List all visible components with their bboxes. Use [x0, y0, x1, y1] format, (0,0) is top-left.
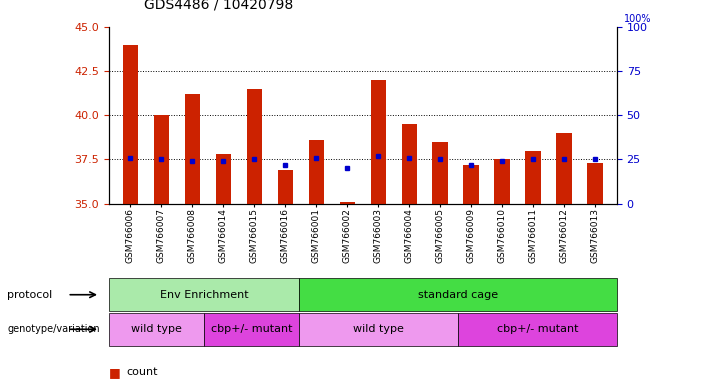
- Text: wild type: wild type: [353, 324, 404, 334]
- Bar: [123, 45, 138, 204]
- Text: ■: ■: [109, 366, 121, 379]
- Bar: [339, 202, 355, 204]
- Text: cbp+/- mutant: cbp+/- mutant: [211, 324, 292, 334]
- Bar: [278, 170, 293, 204]
- Bar: [557, 133, 572, 204]
- Bar: [247, 89, 262, 204]
- Text: count: count: [126, 367, 158, 377]
- Bar: [184, 94, 200, 204]
- Text: Env Enrichment: Env Enrichment: [160, 290, 248, 300]
- Text: 100%: 100%: [624, 14, 651, 24]
- Bar: [154, 115, 169, 204]
- Bar: [587, 163, 603, 204]
- Text: GDS4486 / 10420798: GDS4486 / 10420798: [144, 0, 293, 12]
- Text: standard cage: standard cage: [418, 290, 498, 300]
- Text: protocol: protocol: [7, 290, 53, 300]
- Text: genotype/variation: genotype/variation: [7, 324, 100, 334]
- Text: cbp+/- mutant: cbp+/- mutant: [497, 324, 578, 334]
- Bar: [494, 159, 510, 204]
- Bar: [371, 80, 386, 204]
- Text: wild type: wild type: [131, 324, 182, 334]
- Bar: [433, 142, 448, 204]
- Bar: [463, 165, 479, 204]
- Bar: [216, 154, 231, 204]
- Bar: [308, 140, 324, 204]
- Bar: [526, 151, 541, 204]
- Bar: [402, 124, 417, 204]
